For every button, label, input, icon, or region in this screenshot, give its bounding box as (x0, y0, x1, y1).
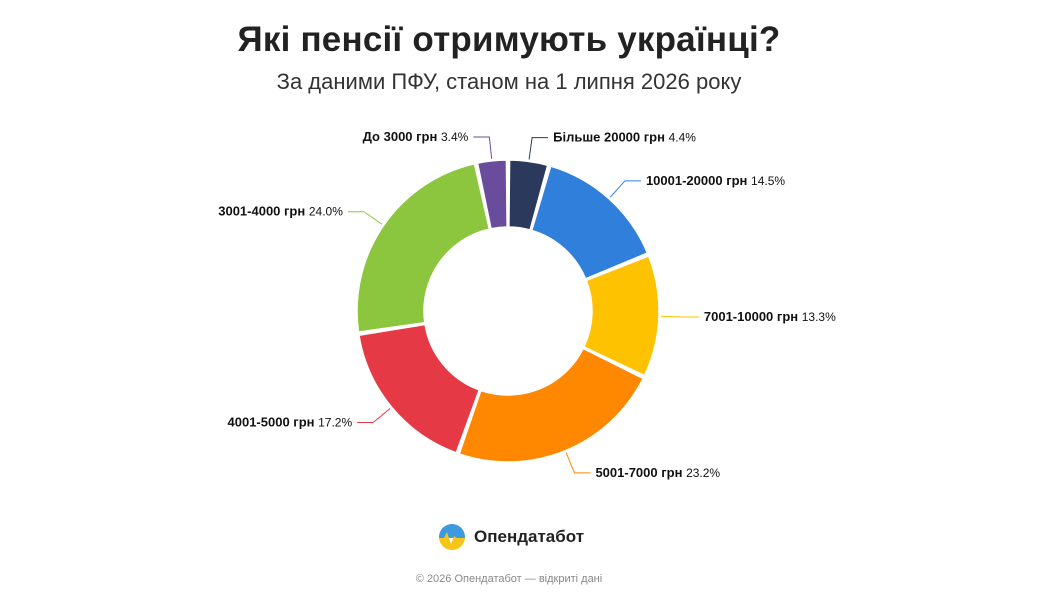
slice-category: 5001-7000 грн (595, 465, 686, 480)
brand-name: Опендатабот (474, 527, 585, 546)
slice-value: 14.5% (751, 174, 785, 188)
footer-note: © 2026 Опендатабот — відкриті дані (415, 573, 603, 585)
slice-category: До 3000 грн (363, 129, 441, 144)
slice-category: 10001-20000 грн (646, 173, 751, 188)
leader-line (660, 315, 699, 318)
slice-label: 7001-10000 грн 13.3% (704, 309, 836, 324)
leader-line (609, 180, 641, 198)
slice-category: 4001-5000 грн (228, 415, 319, 430)
slice-value: 17.2% (318, 416, 352, 430)
slice-value: 23.2% (686, 466, 720, 480)
slice-category: 3001-4000 грн (218, 204, 309, 219)
donut-slice (458, 347, 645, 463)
slice-category: 7001-10000 грн (704, 309, 802, 324)
brand-logo[interactable]: Опендатабот (438, 522, 584, 552)
opendatabot-logo-icon (439, 524, 465, 550)
donut-slice (530, 165, 649, 280)
slice-value: 24.0% (309, 205, 343, 219)
donut-slice (582, 255, 660, 377)
slice-label: 5001-7000 грн 23.2% (595, 465, 720, 480)
leader-line (528, 137, 549, 160)
donut-slice (476, 159, 508, 230)
slice-category: Більше 20000 грн (553, 130, 668, 145)
leader-line (357, 408, 391, 424)
slice-value: 13.3% (802, 310, 836, 324)
donut-slice (508, 159, 549, 231)
donut-slice (356, 162, 491, 333)
slice-label: 3001-4000 грн 24.0% (218, 204, 343, 219)
slice-label: 4001-5000 грн 17.2% (228, 415, 353, 430)
chart-title: Які пенсії отримують українці? (237, 20, 781, 59)
leader-line (565, 452, 591, 474)
slice-label: Більше 20000 грн 4.4% (553, 130, 696, 145)
slice-label: До 3000 грн 3.4% (363, 129, 469, 144)
slice-label: 10001-20000 грн 14.5% (646, 173, 785, 188)
chart-subtitle: За даними ПФУ, станом на 1 липня 2026 ро… (276, 69, 742, 94)
donut-slice (358, 323, 481, 454)
slice-value: 4.4% (669, 131, 697, 145)
leader-line (347, 211, 383, 225)
slice-value: 3.4% (441, 130, 469, 144)
leader-line (473, 136, 493, 159)
